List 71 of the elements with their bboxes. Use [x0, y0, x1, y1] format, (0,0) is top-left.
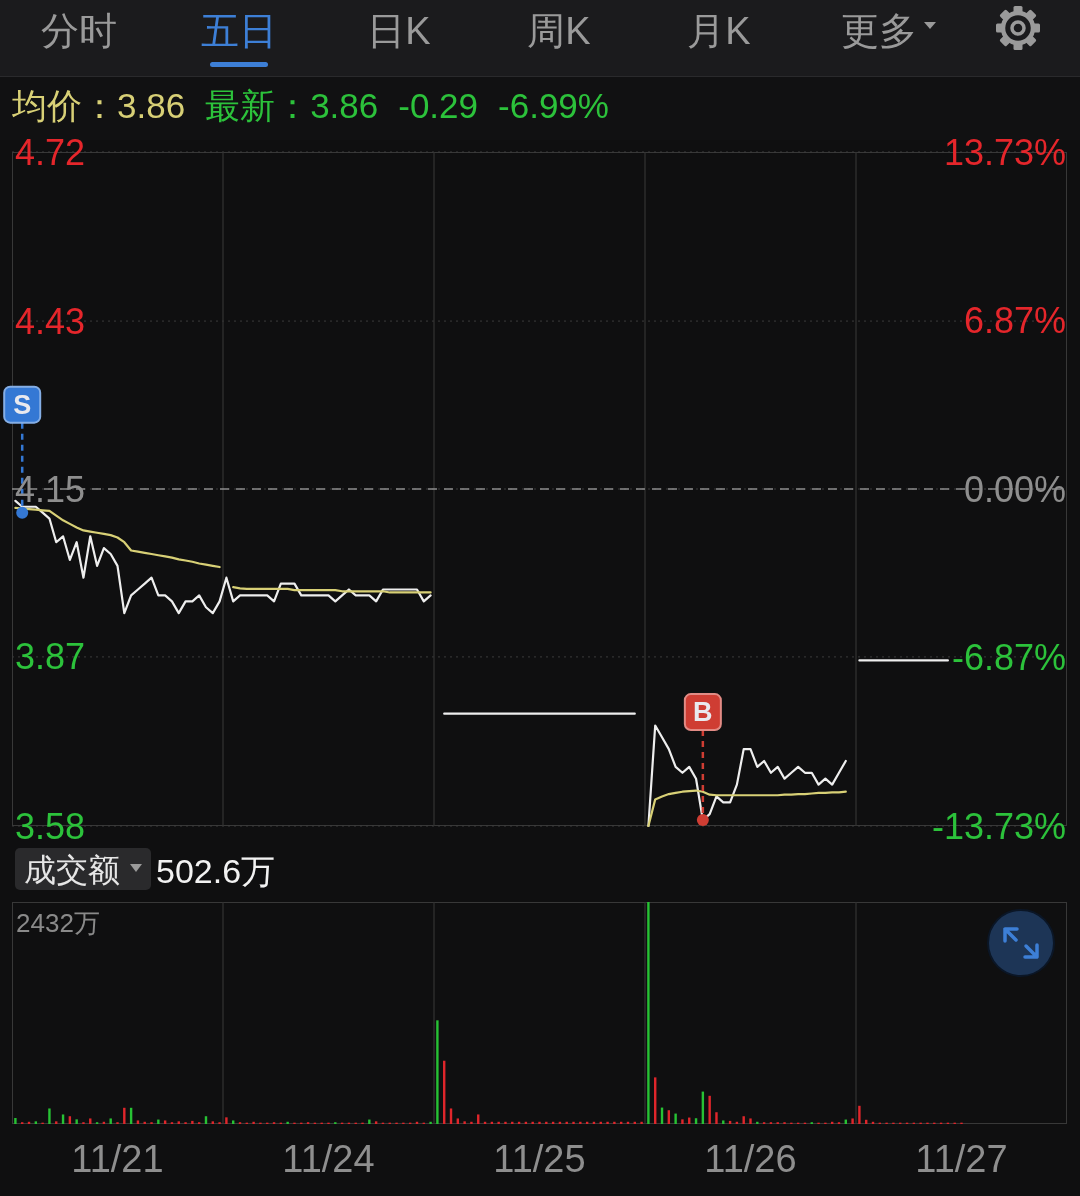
chart-title: 成交额	[24, 852, 120, 888]
y2-tick-label: 13.73%	[943, 131, 1066, 173]
text: B	[693, 697, 713, 728]
bar	[75, 1119, 78, 1124]
y2-tick-label: -6.87%	[951, 637, 1066, 679]
bar	[504, 1121, 507, 1124]
bar	[674, 1113, 677, 1124]
y2-tick-label: 6.87%	[963, 299, 1066, 341]
bar	[14, 1118, 17, 1124]
bar	[538, 1121, 541, 1124]
bar	[497, 1121, 500, 1124]
x-tick-label: 11/25	[493, 1138, 586, 1180]
text: 最新：3.86	[205, 86, 379, 125]
bar	[470, 1121, 473, 1124]
annotation: 2432万	[16, 908, 100, 938]
text: 502.6万	[156, 852, 276, 890]
bar	[374, 1121, 378, 1124]
y-tick-label: 3.58	[15, 805, 86, 847]
text: 分时	[41, 10, 117, 52]
bar	[708, 1095, 711, 1124]
x-tick-label: 11/24	[282, 1138, 375, 1180]
bar	[456, 1118, 460, 1124]
bar	[647, 902, 650, 1124]
text: 日K	[367, 10, 431, 52]
y-tick-label: 3.87	[15, 636, 86, 678]
bar	[252, 1121, 255, 1124]
bar	[756, 1121, 759, 1124]
text: 更多	[841, 10, 917, 52]
bar	[640, 1121, 643, 1124]
bar	[531, 1121, 534, 1124]
bar	[715, 1112, 718, 1124]
y2-tick-label: 0.00%	[963, 468, 1066, 510]
bar	[55, 1121, 58, 1124]
bar	[429, 1121, 432, 1124]
x-tick-label: 11/27	[915, 1138, 1008, 1180]
y-tick-label: 4.43	[15, 300, 86, 342]
bar	[191, 1120, 194, 1124]
bar	[742, 1116, 745, 1124]
bar	[109, 1118, 112, 1124]
bar	[34, 1121, 38, 1124]
bar	[606, 1121, 609, 1124]
bar	[225, 1117, 228, 1124]
bar	[89, 1118, 92, 1124]
y2-tick-label: -13.73%	[931, 805, 1066, 847]
bar	[749, 1118, 752, 1124]
bar	[463, 1121, 466, 1124]
bar	[858, 1105, 861, 1124]
y-tick-label: 4.72	[15, 131, 86, 173]
text: -6.99%	[498, 86, 609, 125]
x-tick-label: 11/21	[71, 1138, 164, 1180]
bar	[436, 1020, 439, 1124]
bar	[681, 1119, 684, 1124]
bar	[545, 1121, 548, 1124]
bar	[613, 1121, 616, 1124]
text: 月K	[687, 10, 751, 52]
bar	[286, 1121, 289, 1124]
bar	[851, 1118, 854, 1124]
text: 五日	[201, 10, 277, 52]
bar	[48, 1108, 51, 1124]
text: S	[13, 389, 32, 420]
bar	[579, 1121, 582, 1124]
bar	[123, 1107, 126, 1124]
text: -0.29	[398, 86, 479, 125]
text: 周K	[527, 10, 591, 52]
bar	[177, 1121, 180, 1124]
text: 均价：3.86	[11, 86, 186, 125]
bar	[368, 1119, 371, 1124]
bar	[211, 1121, 214, 1124]
x-tick-label: 11/26	[704, 1138, 797, 1180]
bar	[572, 1121, 575, 1124]
bar	[157, 1119, 160, 1124]
